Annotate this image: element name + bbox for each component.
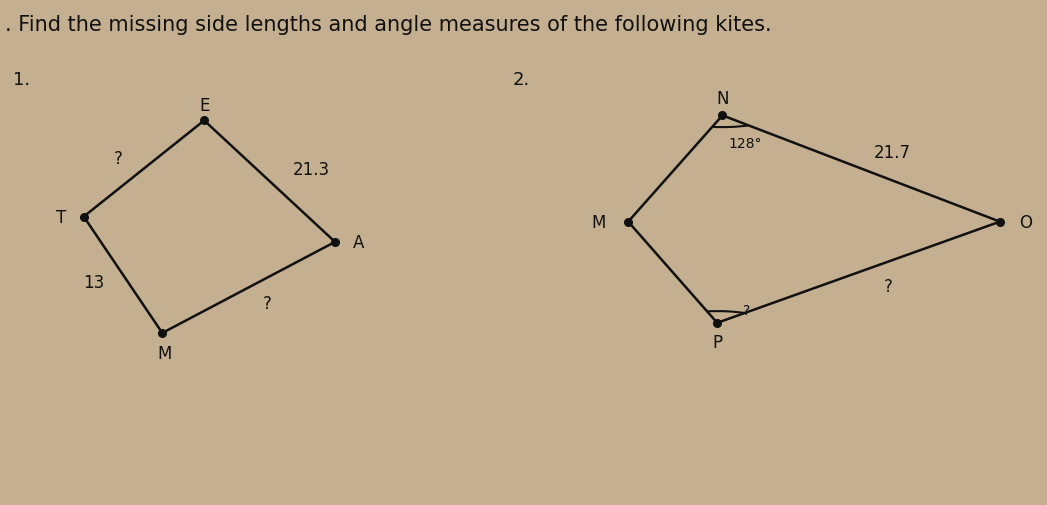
Text: M: M [592, 213, 606, 231]
Text: 2.: 2. [513, 71, 530, 89]
Text: O: O [1020, 213, 1032, 231]
Text: . Find the missing side lengths and angle measures of the following kites.: . Find the missing side lengths and angl… [5, 15, 772, 35]
Text: M: M [157, 344, 172, 363]
Text: 1.: 1. [13, 71, 29, 89]
Text: 21.3: 21.3 [293, 160, 330, 178]
Text: ?: ? [884, 278, 892, 296]
Text: P: P [712, 333, 722, 351]
Text: ?: ? [263, 294, 272, 312]
Text: T: T [55, 208, 66, 226]
Text: ?: ? [113, 150, 122, 168]
Text: 21.7: 21.7 [874, 144, 911, 162]
Text: N: N [716, 89, 729, 108]
Text: 13: 13 [83, 274, 105, 292]
Text: E: E [199, 97, 209, 115]
Text: A: A [353, 233, 363, 251]
Text: ?: ? [743, 304, 750, 318]
Text: 128°: 128° [729, 137, 762, 151]
